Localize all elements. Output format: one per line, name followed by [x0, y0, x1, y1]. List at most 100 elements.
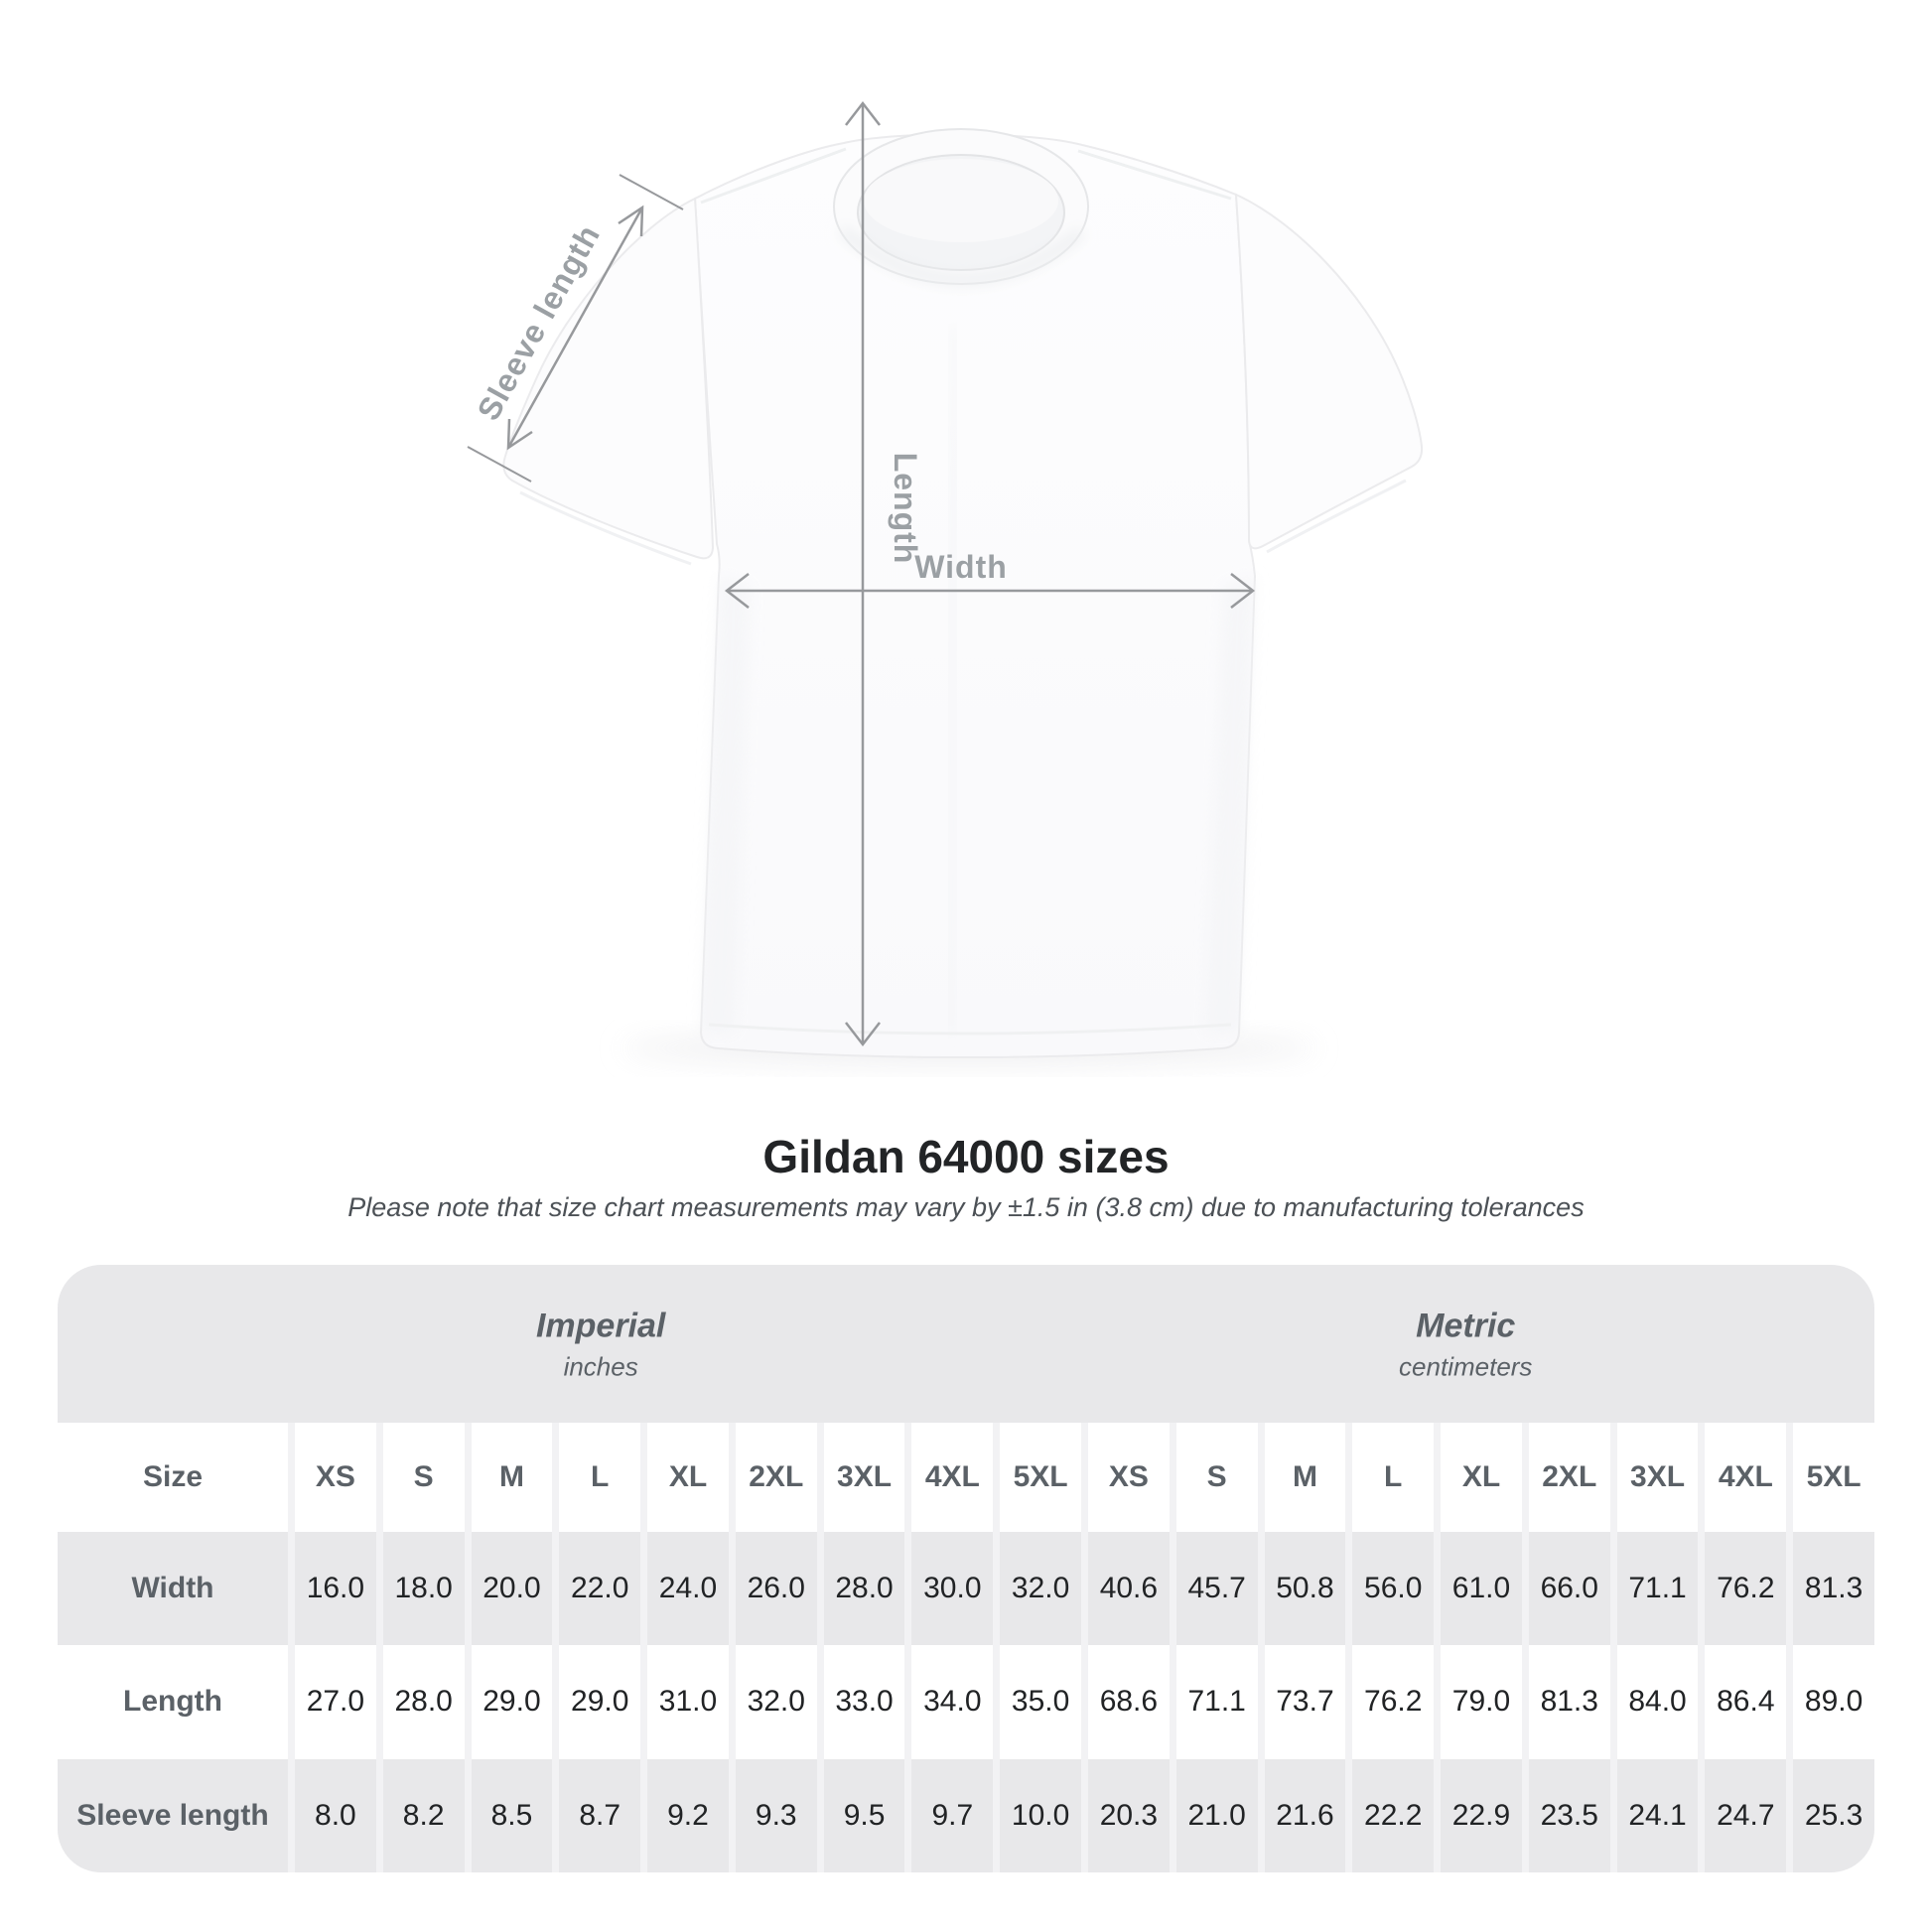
width-imperial-value: 26.0: [735, 1532, 817, 1646]
length-metric-value: 81.3: [1528, 1645, 1610, 1759]
metric-label: Metric: [1416, 1307, 1516, 1344]
size-table: Imperial inches Metric centimeters Size …: [58, 1265, 1874, 1872]
col-header-metric-2xl: 2XL: [1528, 1423, 1610, 1532]
width-metric-value: 50.8: [1264, 1532, 1346, 1646]
sleeve-metric-value: 21.0: [1175, 1758, 1258, 1872]
col-header-imperial-xl: XL: [647, 1423, 729, 1532]
width-metric-value: 40.6: [1088, 1532, 1170, 1646]
col-header-imperial-2xl: 2XL: [735, 1423, 817, 1532]
row-label-sleeve-length: Sleeve length: [58, 1758, 288, 1872]
width-imperial-value: 32.0: [1000, 1532, 1081, 1646]
sleeve-metric-value: 21.6: [1264, 1758, 1346, 1872]
sleeve-length-arrow: [467, 174, 684, 483]
imperial-label: Imperial: [535, 1307, 666, 1344]
sleeve-imperial-value: 9.5: [823, 1758, 905, 1872]
imperial-unit-group: Imperial inches: [536, 1307, 665, 1381]
length-imperial-value: 31.0: [647, 1645, 729, 1759]
length-metric-value: 89.0: [1793, 1645, 1874, 1759]
sleeve-imperial-value: 8.0: [295, 1758, 376, 1872]
length-metric-value: 73.7: [1264, 1645, 1346, 1759]
col-header-metric-m: M: [1264, 1423, 1346, 1532]
width-imperial-value: 22.0: [559, 1532, 641, 1646]
width-metric-value: 76.2: [1705, 1532, 1787, 1646]
page-subtitle: Please note that size chart measurements…: [347, 1192, 1585, 1222]
sleeve-imperial-value: 9.7: [911, 1758, 994, 1872]
col-header-metric-3xl: 3XL: [1616, 1423, 1699, 1532]
width-imperial-value: 18.0: [382, 1532, 465, 1646]
unit-band: Imperial inches Metric centimeters: [58, 1265, 1874, 1423]
metric-unit: centimeters: [1399, 1351, 1533, 1381]
sleeve-imperial-value: 10.0: [1000, 1758, 1081, 1872]
col-header-imperial-5xl: 5XL: [1000, 1423, 1081, 1532]
col-header-imperial-m: M: [471, 1423, 553, 1532]
row-label-width: Width: [58, 1532, 288, 1646]
dimension-annotations: [467, 100, 1256, 1047]
col-header-metric-xl: XL: [1441, 1423, 1522, 1532]
length-imperial-value: 32.0: [735, 1645, 817, 1759]
width-metric-value: 81.3: [1793, 1532, 1874, 1646]
sleeve-metric-value: 25.3: [1793, 1758, 1874, 1872]
sleeve-imperial-value: 9.2: [647, 1758, 729, 1872]
width-imperial-value: 16.0: [295, 1532, 376, 1646]
length-arrow: [845, 100, 881, 1047]
width-imperial-value: 24.0: [647, 1532, 729, 1646]
tshirt-illustration: [502, 128, 1424, 1058]
length-imperial-value: 35.0: [1000, 1645, 1081, 1759]
width-metric-value: 71.1: [1616, 1532, 1699, 1646]
length-imperial-value: 29.0: [559, 1645, 641, 1759]
length-imperial-value: 34.0: [911, 1645, 994, 1759]
width-imperial-value: 28.0: [823, 1532, 905, 1646]
width-imperial-value: 20.0: [471, 1532, 553, 1646]
width-label: Width: [914, 549, 1008, 585]
length-metric-value: 79.0: [1441, 1645, 1522, 1759]
col-header-imperial-s: S: [382, 1423, 465, 1532]
col-header-imperial-3xl: 3XL: [823, 1423, 905, 1532]
sleeve-imperial-value: 8.5: [471, 1758, 553, 1872]
row-label-length: Length: [58, 1645, 288, 1759]
width-metric-value: 66.0: [1528, 1532, 1610, 1646]
length-metric-value: 71.1: [1175, 1645, 1258, 1759]
length-label: Length: [888, 453, 923, 565]
length-imperial-value: 33.0: [823, 1645, 905, 1759]
sleeve-metric-value: 24.1: [1616, 1758, 1699, 1872]
sleeve-metric-value: 22.2: [1352, 1758, 1435, 1872]
length-metric-value: 68.6: [1088, 1645, 1170, 1759]
length-metric-value: 84.0: [1616, 1645, 1699, 1759]
imperial-unit: inches: [563, 1351, 638, 1381]
metric-unit-group: Metric centimeters: [1399, 1307, 1532, 1381]
sleeve-imperial-value: 8.2: [382, 1758, 465, 1872]
title-block: Gildan 64000 sizes Please note that size…: [0, 1130, 1932, 1223]
size-grid: Size XS S M L XL 2XL 3XL 4XL 5XL XS S M …: [58, 1423, 1874, 1872]
col-header-imperial-l: L: [559, 1423, 641, 1532]
tshirt-measurement-diagram: Sleeve length Length Width: [467, 100, 1424, 1064]
width-metric-value: 61.0: [1441, 1532, 1522, 1646]
tshirt-left-sleeve: [502, 197, 715, 560]
length-imperial-value: 29.0: [471, 1645, 553, 1759]
sleeve-imperial-value: 9.3: [735, 1758, 817, 1872]
col-header-metric-5xl: 5XL: [1793, 1423, 1874, 1532]
sleeve-metric-value: 22.9: [1441, 1758, 1522, 1872]
col-header-metric-4xl: 4XL: [1705, 1423, 1787, 1532]
col-header-metric-xs: XS: [1088, 1423, 1170, 1532]
size-column-header: Size: [58, 1423, 288, 1532]
col-header-metric-l: L: [1352, 1423, 1435, 1532]
width-imperial-value: 30.0: [911, 1532, 994, 1646]
length-metric-value: 76.2: [1352, 1645, 1435, 1759]
sleeve-metric-value: 23.5: [1528, 1758, 1610, 1872]
length-imperial-value: 28.0: [382, 1645, 465, 1759]
col-header-imperial-xs: XS: [295, 1423, 376, 1532]
width-arrow: [724, 573, 1256, 609]
width-metric-value: 56.0: [1352, 1532, 1435, 1646]
sleeve-metric-value: 20.3: [1088, 1758, 1170, 1872]
width-metric-value: 45.7: [1175, 1532, 1258, 1646]
tshirt-right-sleeve: [1234, 193, 1424, 550]
col-header-imperial-4xl: 4XL: [911, 1423, 994, 1532]
length-imperial-value: 27.0: [295, 1645, 376, 1759]
tshirt-diagram-svg: Sleeve length Length Width: [467, 100, 1424, 1064]
sleeve-metric-value: 24.7: [1705, 1758, 1787, 1872]
page-title: Gildan 64000 sizes: [762, 1131, 1170, 1182]
sleeve-imperial-value: 8.7: [559, 1758, 641, 1872]
length-metric-value: 86.4: [1705, 1645, 1787, 1759]
col-header-metric-s: S: [1175, 1423, 1258, 1532]
